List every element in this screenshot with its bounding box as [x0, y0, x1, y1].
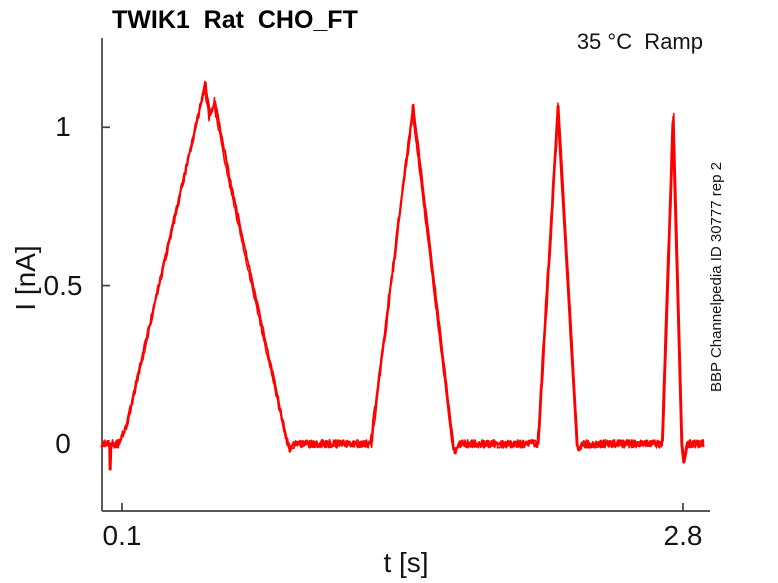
channelpedia-id-label: BBP Channelpedia ID 30777 rep 2 — [708, 162, 725, 392]
temperature-protocol-label: 35 °C Ramp — [576, 29, 703, 54]
y-tick-label: 0 — [55, 427, 71, 459]
x-axis-label: t [s] — [383, 547, 429, 578]
current-trace-sweep — [102, 81, 705, 471]
current-trace-sweep — [100, 86, 703, 471]
y-tick-label: 0.5 — [43, 269, 83, 301]
chart-title: TWIK1 Rat CHO_FT — [112, 6, 358, 34]
x-tick-label: 0.1 — [102, 520, 142, 551]
y-tick-label: 1 — [55, 111, 71, 143]
x-tick-label: 2.8 — [663, 520, 703, 551]
